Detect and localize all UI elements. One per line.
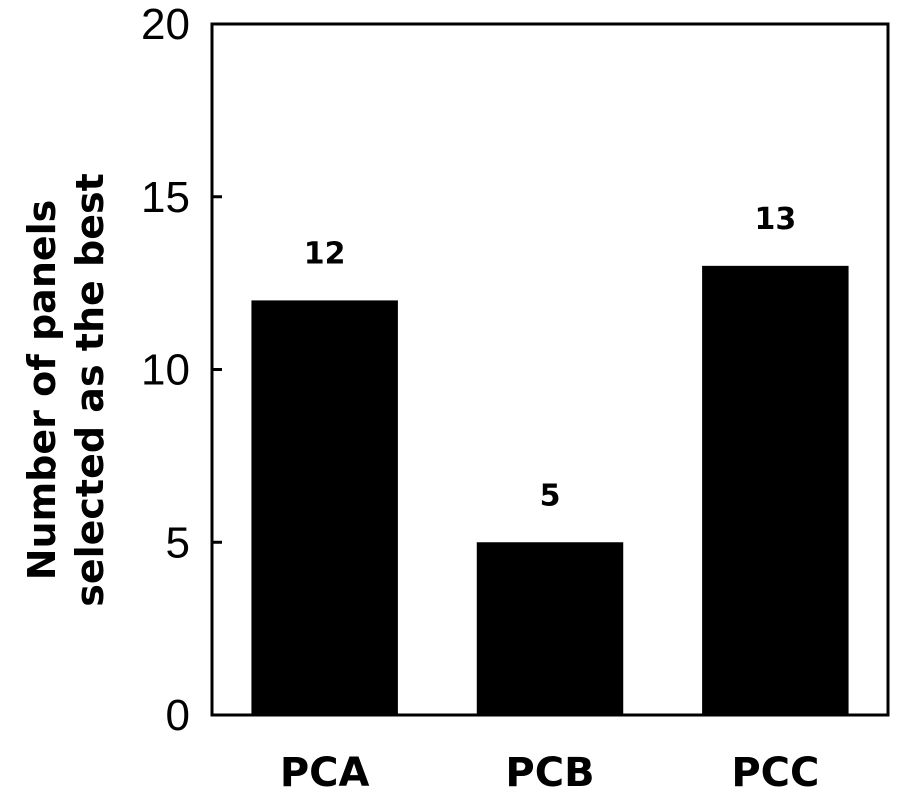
bar-pcb <box>476 542 624 715</box>
data-label-pcb: 5 <box>540 478 561 513</box>
y-axis-ticks: 0 5 10 15 20 <box>141 0 222 740</box>
bar-pcc <box>702 265 849 715</box>
x-category-label-pcb: PCB <box>505 750 594 791</box>
bars <box>251 265 849 715</box>
y-tick-label: 15 <box>141 173 190 222</box>
x-axis-category-labels: PCA PCB PCC <box>280 750 820 791</box>
y-tick-label: 20 <box>141 0 190 49</box>
bar-pca <box>251 300 398 715</box>
y-tick-label: 0 <box>166 691 190 740</box>
data-labels: 12 5 13 <box>304 202 796 513</box>
y-tick-label: 10 <box>141 346 190 395</box>
data-label-pca: 12 <box>304 236 346 271</box>
data-label-pcc: 13 <box>754 202 796 237</box>
y-axis-title-line-2: selected as the best <box>68 173 112 607</box>
y-axis-title-line-1: Number of panels <box>20 200 64 581</box>
x-category-label-pca: PCA <box>280 750 370 791</box>
x-category-label-pcc: PCC <box>731 750 819 791</box>
y-tick-label: 5 <box>166 518 190 567</box>
